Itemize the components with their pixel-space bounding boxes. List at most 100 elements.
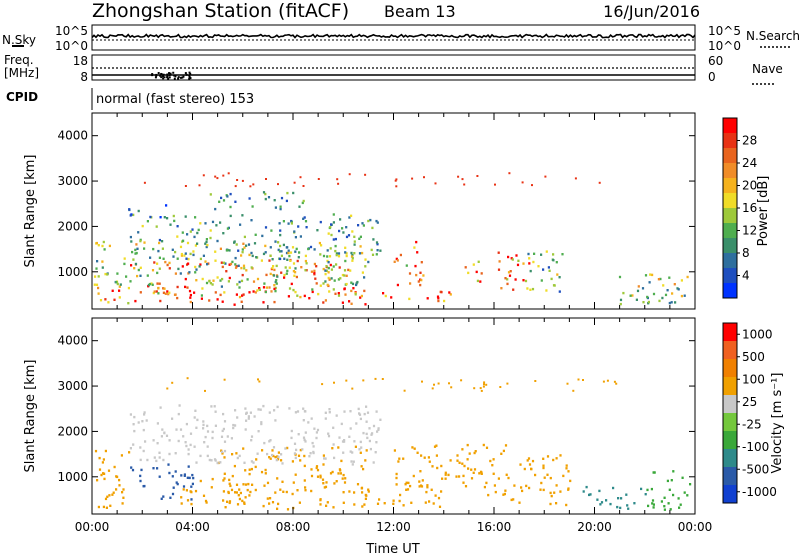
echo-cell [229,192,232,196]
echo-cell [326,249,329,252]
echo-cell [292,288,295,292]
echo-cell [142,428,145,432]
echo-cell [280,250,283,253]
nave-point [166,75,169,78]
echo-cell [330,268,333,271]
echo-cell [95,267,98,270]
colorbar-segment [723,341,737,360]
echo-cell [332,426,335,429]
echo-cell [686,275,689,279]
echo-cell [156,422,159,425]
echo-cell [283,276,286,279]
echo-cell [247,243,251,246]
echo-cell [313,248,316,251]
echo-cell [273,287,276,291]
echo-cell [440,464,443,468]
echo-cell [316,468,320,472]
echo-cell [483,381,486,384]
echo-cell [135,251,138,255]
echo-cell [354,291,357,295]
echo-cell [313,262,316,266]
echo-cell [242,447,245,450]
echo-cell [224,262,227,265]
echo-cell [350,302,353,305]
echo-cell [121,502,124,505]
echo-cell [356,483,360,486]
echo-cell [550,494,553,498]
echo-cell [395,185,398,188]
echo-cell [513,484,516,487]
colorbar-segment [723,133,737,149]
echo-cell [236,416,239,419]
echo-cell [272,446,276,449]
echo-cell [516,263,520,267]
echo-cell [428,460,431,463]
echo-cell [200,297,203,300]
echo-cell [310,468,313,471]
echo-cell [231,260,234,264]
echo-cell [337,255,341,258]
echo-cell [180,252,183,256]
echo-cell [414,264,417,268]
nave-point [166,73,169,76]
echo-cell [219,279,222,282]
echo-cell [107,301,110,304]
echo-cell [672,493,675,497]
echo-cell [572,389,575,392]
echo-cell [250,266,253,269]
echo-cell [171,492,175,496]
echo-cell [162,495,165,498]
echo-cell [274,286,277,290]
echo-cell [360,446,363,449]
echo-cell [231,453,234,456]
echo-cell [424,501,427,504]
nave-point [155,73,158,76]
echo-cell [618,275,622,279]
echo-cell [248,253,251,257]
echo-cell [364,493,367,497]
echo-cell [464,485,468,488]
echo-cell [408,297,411,301]
echo-cell [552,259,555,262]
echo-cell [201,277,204,281]
echo-cell [330,223,333,226]
echo-cell [296,259,299,263]
echo-cell [375,219,378,223]
echo-cell [156,442,159,445]
echo-cell [118,478,121,482]
echo-cell [378,498,381,501]
echo-cell [668,301,671,305]
nave-point [184,72,187,75]
echo-cell [191,482,194,486]
echo-cell [552,253,555,256]
echo-cell [139,446,142,449]
echo-cell [235,452,238,455]
echo-cell [522,279,525,282]
echo-cell [284,447,287,450]
echo-cell [295,247,298,251]
echo-cell [107,469,111,472]
echo-cell [332,288,335,291]
echo-cell [263,441,266,445]
echo-cell [296,294,299,297]
echo-cell [102,472,105,475]
echo-cell [212,279,215,282]
echo-cell [123,257,126,260]
echo-cell [182,488,185,491]
nave-point [188,76,191,79]
echo-cell [393,260,396,263]
echo-cell [371,253,375,256]
echo-cell [467,271,470,275]
echo-cell [505,473,508,476]
echo-cell [276,477,279,480]
echo-cell [176,296,179,300]
echo-cell [187,262,190,265]
echo-cell [299,448,302,452]
echo-cell [187,448,190,451]
echo-cell [262,252,266,256]
echo-cell [566,382,569,385]
echo-cell [519,463,522,466]
noise-sky-label: N.Sky [2,33,36,47]
echo-cell [348,490,351,493]
echo-cell [343,274,346,277]
